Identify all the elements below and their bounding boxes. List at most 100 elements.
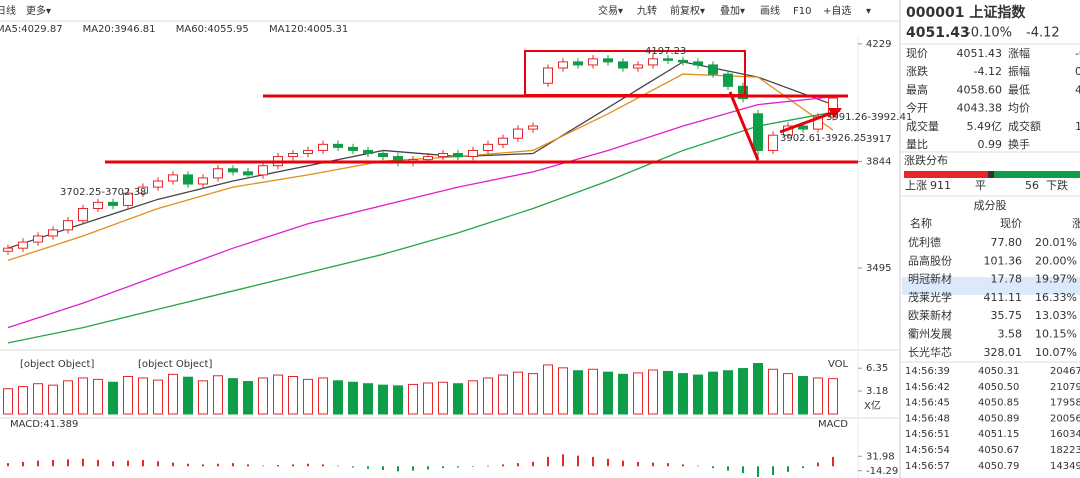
toolbar-button[interactable]: 前复权▾ [670,4,705,17]
candle-body [378,153,388,158]
legend-entry: [object Object] [20,359,94,370]
candle-body [318,143,328,151]
volume-bar [348,381,358,415]
toolbar-button[interactable]: 交易▾ [598,4,623,17]
volume-bar [123,375,133,415]
stock-price: 35.75 [991,309,1023,322]
annotation: 4197.23 [645,46,686,57]
dist-up [904,171,988,178]
candle-body [348,146,358,151]
dist-flat [988,171,994,178]
quote-value: 0.99 [978,138,1003,151]
candle-body [468,149,478,158]
volume-bar [78,377,88,415]
stock-name[interactable]: 欧莱新材 [908,308,952,322]
toolbar-button[interactable]: +自选 [823,4,851,17]
volume-bar [618,373,628,415]
toolbar-button[interactable]: 画线 [760,4,780,17]
volume-bar [198,380,208,415]
candle-body [423,156,433,161]
quote-value: 5.49亿 [967,120,1003,133]
stock-pct: 10.07% [1035,346,1077,359]
macd-legend: MACD:41.389 [10,419,78,430]
candle-body [498,137,508,145]
quote-label: 量比 [906,138,928,151]
volume-bar [633,372,643,415]
tick-price: 4050.50 [978,382,1019,393]
quote-value: -4.12 [974,65,1002,78]
stock-name[interactable]: 衢州发展 [908,327,952,341]
candle-body [543,67,553,84]
volume-bar [318,377,328,415]
tick-volume: 16034 [1050,429,1080,440]
stock-name[interactable]: 明冠新材 [908,272,952,286]
y-tick-label: 3.18 [866,386,888,397]
stock-price: 3.58 [998,328,1023,341]
quote-label: 现价 [906,47,928,60]
legend-entry: MA120:4005.31 [269,24,348,35]
volume-bar [33,383,43,415]
tick-price: 4050.85 [978,398,1019,409]
dist-value: 56 [1025,179,1039,192]
candle-body [363,149,373,155]
vol-label: VOL [828,359,849,370]
legend-entry: MA20:3946.81 [83,24,156,35]
candle-body [243,171,253,176]
candle-body [618,61,628,69]
toolbar-button[interactable]: 九转 [637,4,657,17]
volume-bar [588,368,598,415]
volume-bar [63,380,73,415]
tick-volume: 18223 [1050,445,1080,456]
tick-volume: 17958 [1050,398,1080,409]
volume-bar [438,381,448,415]
candle-body [528,125,538,130]
stock-name[interactable]: 茂莱光学 [908,290,952,304]
candle-body [513,128,523,139]
volume-bar [543,364,553,415]
quote-label: 振幅 [1008,64,1030,78]
y-tick-label: -14.29 [866,466,898,477]
volume-bar [333,380,343,415]
tick-price: 4050.31 [978,366,1019,377]
legend-entry: [object Object] [138,359,212,370]
candle-body [663,58,673,61]
tick-volume: 14349 [1050,461,1080,472]
candle-body [708,64,718,75]
ma-line [7,73,834,262]
toolbar-item: 更多▾ [26,4,51,17]
candle-body [768,134,778,151]
toolbar-button[interactable]: ▾ [866,6,871,17]
stock-price: 17.78 [991,273,1023,286]
price: 4051.43 [906,25,970,41]
stock-price: 328.01 [984,346,1023,359]
stock-name[interactable]: 长光华芯 [908,345,952,359]
y-tick-label: 6.35 [866,363,888,374]
volume-bar [48,384,58,415]
toolbar-button[interactable]: F10 [793,6,811,17]
stock-name[interactable]: 优利德 [908,235,941,249]
comp-header: 现价 [1000,217,1022,230]
quote-value: 10135 [1075,120,1080,133]
volume-bar [243,381,253,415]
candle-body [48,229,58,237]
candle-body [138,186,148,194]
volume-bar [783,373,793,415]
selected-row [902,277,1080,295]
pct: -0.10% [966,26,1012,41]
volume-bar [363,383,373,415]
quote-label: 涨跌 [906,64,928,78]
quote-value: 0 [1075,65,1080,78]
candle-body [93,201,103,209]
tick-price: 4051.15 [978,429,1019,440]
toolbar-button[interactable]: 叠加▾ [720,5,745,17]
volume-bar [108,381,118,415]
candle-body [78,207,88,222]
volume-bar [168,373,178,415]
tick-time: 14:56:39 [905,366,950,377]
stock-name[interactable]: 品高股份 [908,253,952,267]
candle-body [483,143,493,151]
quote-label: 最高 [906,82,928,96]
down-arrow [728,91,760,161]
volume-bar [558,367,568,415]
annotation: 3991.26-3992.41 [826,112,912,123]
